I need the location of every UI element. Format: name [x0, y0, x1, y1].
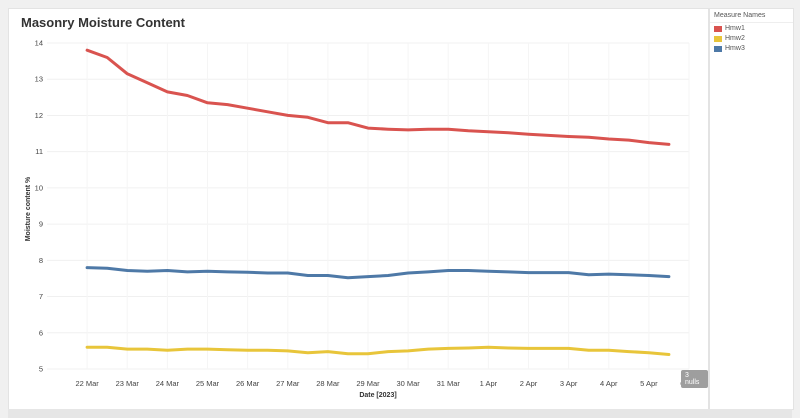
legend-swatch: [714, 25, 722, 32]
x-tick-label: 23 Mar: [116, 379, 140, 388]
series-line-hmw1: [85, 48, 671, 146]
y-tick-label: 10: [35, 183, 43, 192]
legend-label: Hmw2: [725, 35, 745, 42]
x-tick-label: 3 Apr: [560, 379, 578, 388]
legend-label: Hmw3: [725, 45, 745, 52]
legend-swatch: [714, 35, 722, 42]
x-tick-label: 25 Mar: [196, 379, 220, 388]
legend-panel: Measure Names Hmw1 Hmw2 Hmw3: [709, 8, 794, 410]
y-tick-label: 11: [35, 147, 43, 156]
x-tick-label: 4 Apr: [600, 379, 618, 388]
legend-label: Hmw1: [725, 25, 745, 32]
legend-swatch: [714, 45, 722, 52]
series-line-hmw2: [85, 345, 671, 356]
x-tick-label: 28 Mar: [316, 379, 340, 388]
series-line-hmw3: [85, 266, 671, 280]
y-tick-label: 5: [39, 365, 43, 374]
horizontal-scrollbar[interactable]: [8, 409, 792, 418]
y-tick-label: 7: [39, 292, 43, 301]
legend-item-hmw1[interactable]: Hmw1: [710, 24, 793, 33]
y-axis-label: Moisture content %: [25, 176, 32, 241]
legend-item-hmw2[interactable]: Hmw2: [710, 34, 793, 43]
x-tick-label: 30 Mar: [396, 379, 420, 388]
x-tick-label: 22 Mar: [75, 379, 99, 388]
x-tick-label: 26 Mar: [236, 379, 260, 388]
y-tick-label: 13: [35, 75, 43, 84]
chart-panel: Masonry Moisture Content 5 6 7 8 9 10 11 12 13 14…: [8, 8, 709, 410]
x-tick-label: 31 Mar: [437, 379, 461, 388]
series-lines: [85, 48, 671, 356]
y-tick-label: 12: [35, 111, 43, 120]
x-tick-label: 2 Apr: [520, 379, 538, 388]
y-tick-label: 14: [35, 39, 43, 48]
legend-item-hmw3[interactable]: Hmw3: [710, 44, 793, 53]
x-tick-label: 24 Mar: [156, 379, 180, 388]
y-tick-label: 8: [39, 256, 43, 265]
y-tick-label: 6: [39, 328, 43, 337]
gridlines: [47, 42, 690, 370]
line-chart: 5 6 7 8 9 10 11 12 13 14 22 Mar 23 Mar 24 Mar 25 Mar…: [25, 39, 698, 400]
nulls-badge[interactable]: 3 nulls: [681, 370, 708, 388]
y-axis-ticks: 5 6 7 8 9 10 11 12 13 14: [35, 39, 43, 374]
x-axis-label: Date [2023]: [359, 392, 396, 399]
legend-title: Measure Names: [710, 9, 793, 23]
x-axis-ticks: 22 Mar 23 Mar 24 Mar 25 Mar 26 Mar 27 Mar 28 M…: [75, 379, 698, 388]
x-tick-label: 27 Mar: [276, 379, 300, 388]
x-tick-label: 5 Apr: [640, 379, 658, 388]
x-tick-label: 1 Apr: [480, 379, 498, 388]
x-tick-label: 29 Mar: [356, 379, 380, 388]
chart-title: Masonry Moisture Content: [21, 15, 185, 30]
y-tick-label: 9: [39, 220, 43, 229]
